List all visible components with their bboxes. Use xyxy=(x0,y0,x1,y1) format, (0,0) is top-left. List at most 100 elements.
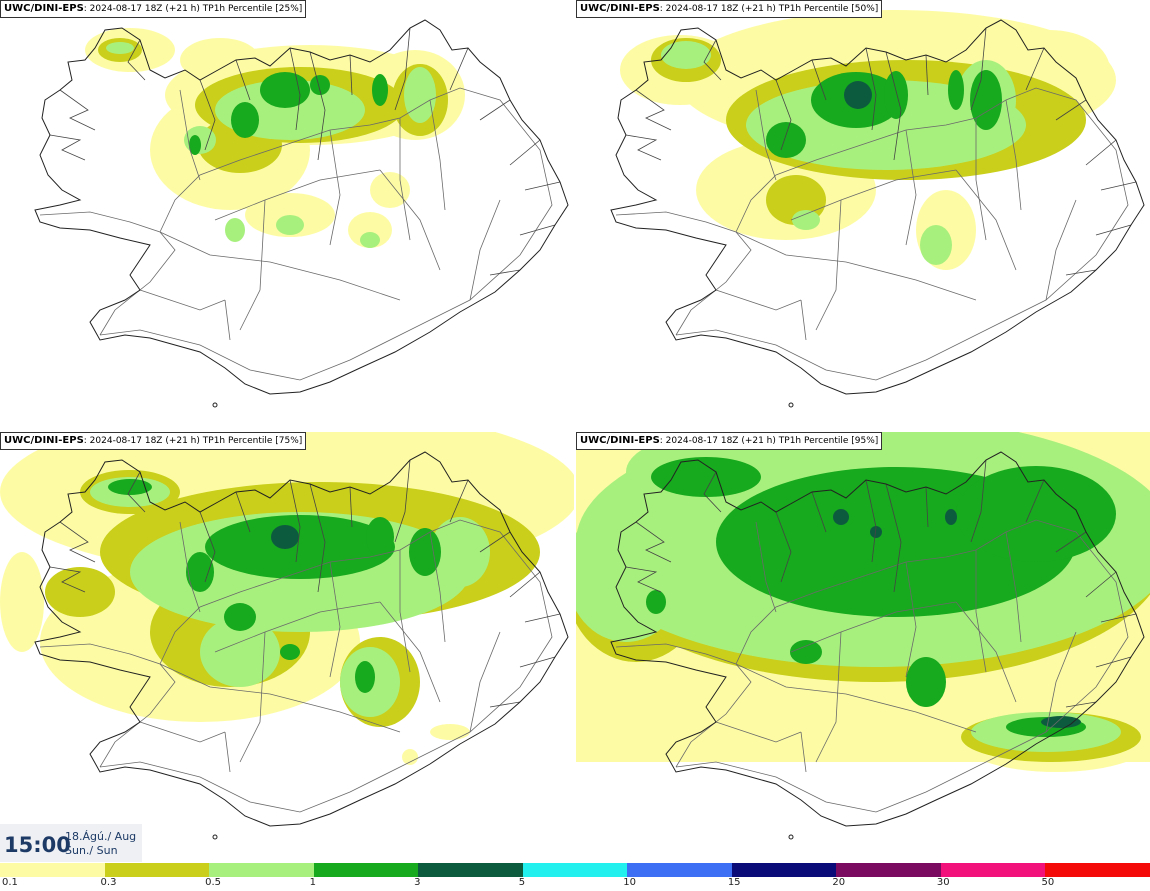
fjord-line xyxy=(519,656,556,668)
road-line xyxy=(399,118,411,241)
precip-contour xyxy=(0,552,44,652)
colorbar-segment xyxy=(418,863,523,877)
colorbar-tick-label: 20 xyxy=(832,877,846,888)
road-line xyxy=(179,89,201,181)
precip-contour xyxy=(189,135,201,155)
fjord-line xyxy=(1065,701,1097,708)
colorbar-tick-label: 15 xyxy=(727,877,741,888)
road-line xyxy=(755,521,777,613)
fjord-line xyxy=(449,479,469,523)
panel-source: UWC/DINI-EPS xyxy=(580,435,660,446)
fjord-line xyxy=(1055,531,1087,553)
island xyxy=(212,402,218,408)
fjord-line xyxy=(865,479,877,563)
colorbar-segment xyxy=(104,863,210,877)
fjord-line xyxy=(127,39,146,81)
fjord-line xyxy=(127,471,146,513)
fjord-line xyxy=(1025,479,1045,523)
road-line xyxy=(214,601,381,653)
fjord-line xyxy=(49,566,86,593)
road-line xyxy=(905,561,917,678)
fjord-line xyxy=(1055,99,1087,121)
fjord-line xyxy=(49,134,86,161)
panel-title: UWC/DINI-EPS: 2024-08-17 18Z (+21 h) TP1… xyxy=(0,0,307,18)
fjord-line xyxy=(1025,47,1045,91)
road-line xyxy=(469,631,501,733)
panel-percentile: [50%] xyxy=(851,4,879,14)
precip-contour xyxy=(1041,716,1081,728)
coastline xyxy=(34,451,569,827)
precip-contour xyxy=(833,509,849,525)
precip-contour xyxy=(430,724,470,740)
precip-contour xyxy=(920,225,952,265)
colorbar-tick-label: 30 xyxy=(936,877,950,888)
road-line xyxy=(139,289,226,311)
fjord-line xyxy=(449,47,469,91)
precip-contour xyxy=(844,81,872,109)
fjord-line xyxy=(519,224,556,236)
fjord-line xyxy=(885,483,902,593)
precip-contour xyxy=(884,71,908,119)
fjord-line xyxy=(509,571,541,598)
precip-contour xyxy=(948,70,964,110)
precip-contour xyxy=(372,74,388,106)
road-line xyxy=(39,211,176,336)
precip-contour xyxy=(870,526,882,538)
fjord-line xyxy=(309,483,326,593)
map-panel-p25: UWC/DINI-EPS: 2024-08-17 18Z (+21 h) TP1… xyxy=(0,0,574,430)
road-line xyxy=(159,129,331,233)
iceland-map xyxy=(610,10,1145,408)
road-line xyxy=(735,561,907,665)
fjord-line xyxy=(1100,613,1137,623)
road-line xyxy=(715,289,802,311)
precip-contour xyxy=(402,749,418,765)
precip-contour xyxy=(276,215,304,235)
precip-contour xyxy=(945,509,957,525)
colorbar-segment xyxy=(940,863,1046,877)
map-panel-p75: UWC/DINI-EPS: 2024-08-17 18Z (+21 h) TP1… xyxy=(0,432,574,862)
panel-title: UWC/DINI-EPS: 2024-08-17 18Z (+21 h) TP1… xyxy=(576,432,883,450)
road-line xyxy=(329,561,341,678)
panel-title: UWC/DINI-EPS: 2024-08-17 18Z (+21 h) TP1… xyxy=(0,432,307,450)
colorbar-tick-label: 0.5 xyxy=(205,877,221,888)
road-line xyxy=(159,663,401,733)
road-line xyxy=(379,601,441,703)
panel-title: UWC/DINI-EPS: 2024-08-17 18Z (+21 h) TP1… xyxy=(576,0,883,18)
precip-field xyxy=(0,432,574,765)
coastline xyxy=(610,451,1145,827)
road-line xyxy=(159,231,401,301)
valid-time: 15:00 xyxy=(4,833,71,857)
precip-contour xyxy=(970,70,1002,130)
fjord-line xyxy=(970,27,987,111)
road-line xyxy=(955,169,1017,271)
fjord-line xyxy=(703,39,722,81)
road-line xyxy=(790,601,957,653)
road-line xyxy=(735,663,977,733)
fjord-line xyxy=(394,459,411,543)
fjord-line xyxy=(1065,269,1097,276)
fjord-line xyxy=(479,531,511,553)
panel-percentile: [75%] xyxy=(275,436,303,446)
road-line xyxy=(329,129,341,246)
island xyxy=(212,834,218,840)
precip-contour xyxy=(646,590,666,614)
road-line xyxy=(955,601,1017,703)
road-line xyxy=(239,631,266,763)
fjord-lines xyxy=(49,27,561,276)
road-line xyxy=(815,199,842,331)
road-line xyxy=(224,731,231,773)
colorbar-tick-label: 1 xyxy=(309,877,316,888)
road-line xyxy=(815,631,842,763)
road-line xyxy=(1005,531,1022,643)
road-line xyxy=(224,299,231,341)
fjord-line xyxy=(349,54,353,96)
panel-source: UWC/DINI-EPS xyxy=(4,435,84,446)
precip-contour xyxy=(430,517,490,587)
island xyxy=(788,402,794,408)
road-line xyxy=(675,87,1129,381)
fjord-line xyxy=(524,613,561,623)
fjord-line xyxy=(1100,181,1137,191)
island xyxy=(788,834,794,840)
fjord-line xyxy=(885,51,902,161)
colorbar-segment xyxy=(0,863,105,877)
